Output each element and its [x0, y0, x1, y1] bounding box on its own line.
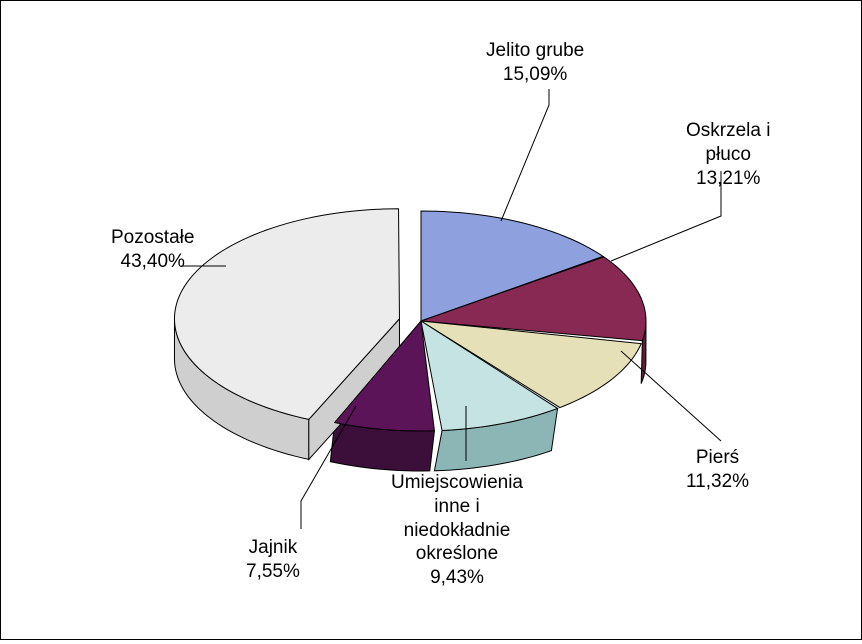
- label-line: Pierś: [696, 447, 739, 468]
- slice-label: Jelito grube 15,09%: [486, 39, 584, 87]
- label-line: 7,55%: [246, 561, 300, 582]
- slice-label: Oskrzela i płuco 13,21%: [686, 119, 770, 190]
- label-line: 9,43%: [430, 567, 484, 588]
- slice-label: Jajnik 7,55%: [246, 536, 300, 584]
- label-line: płuco: [706, 144, 751, 165]
- pie-chart-container: Jelito grube 15,09% Oskrzela i płuco 13,21% P…: [0, 0, 862, 640]
- label-line: inne i: [434, 496, 479, 517]
- label-line: 11,32%: [686, 471, 749, 492]
- label-line: Jelito grube: [486, 40, 584, 61]
- label-line: 13,21%: [696, 168, 760, 189]
- slice-label: Pozostałe 43,40%: [111, 226, 194, 274]
- label-line: niedokładnie: [404, 520, 511, 541]
- label-line: określone: [416, 543, 498, 564]
- label-line: 15,09%: [503, 64, 567, 85]
- slice-label: Pierś 11,32%: [686, 446, 749, 494]
- leader-line: [621, 351, 721, 441]
- label-line: Pozostałe: [111, 227, 194, 248]
- label-line: Umiejscowienia: [391, 472, 523, 493]
- label-line: 43,40%: [121, 251, 185, 272]
- leader-line: [501, 89, 549, 221]
- label-line: Jajnik: [249, 537, 298, 558]
- slice-label: Umiejscowienia inne i niedokładnieokreślon…: [391, 471, 523, 590]
- label-line: Oskrzela i: [686, 120, 770, 141]
